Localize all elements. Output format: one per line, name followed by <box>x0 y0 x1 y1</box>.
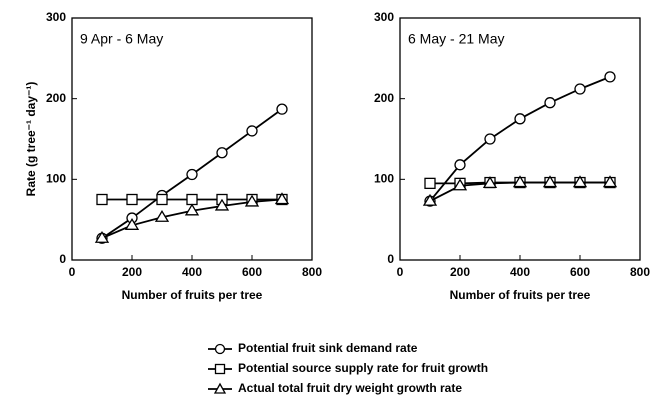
data-point <box>512 175 528 188</box>
data-point <box>454 159 466 171</box>
data-point <box>574 83 586 95</box>
x-tick-label: 800 <box>630 265 650 279</box>
legend-label: Actual total fruit dry weight growth rat… <box>238 381 462 395</box>
data-point <box>604 71 616 83</box>
data-point <box>244 194 260 207</box>
plot-frame <box>399 17 641 261</box>
x-tick-label: 800 <box>302 265 322 279</box>
data-point <box>602 175 618 188</box>
data-point <box>124 218 140 230</box>
data-point <box>572 175 588 188</box>
data-point <box>216 147 228 159</box>
x-tick-label: 200 <box>122 265 142 279</box>
x-tick-label: 0 <box>397 265 404 279</box>
data-point <box>544 97 556 109</box>
data-point <box>246 125 258 137</box>
x-axis-label: Number of fruits per tree <box>122 288 263 302</box>
y-tick-label: 300 <box>46 10 66 24</box>
data-point <box>156 193 168 206</box>
y-tick-label: 100 <box>374 172 394 186</box>
data-point <box>186 168 198 181</box>
y-tick-label: 0 <box>387 252 394 266</box>
data-point <box>514 113 526 125</box>
legend-label: Potential fruit sink demand rate <box>238 341 418 355</box>
data-point <box>94 230 110 243</box>
data-point <box>542 175 558 188</box>
data-point <box>484 133 496 145</box>
data-point <box>96 193 108 206</box>
x-tick-label: 400 <box>182 265 202 279</box>
y-tick-label: 100 <box>46 172 66 186</box>
data-point <box>126 193 138 206</box>
data-point <box>274 192 290 205</box>
y-tick-label: 300 <box>374 10 394 24</box>
panel-title: 6 May - 21 May <box>408 31 504 47</box>
data-point <box>214 198 230 211</box>
data-point <box>154 209 170 222</box>
data-point <box>186 193 198 206</box>
x-tick-label: 600 <box>570 265 590 279</box>
data-point <box>452 178 468 191</box>
data-point <box>424 177 436 190</box>
data-point <box>276 103 288 115</box>
x-tick-label: 400 <box>510 265 530 279</box>
data-point <box>422 193 438 206</box>
legend-marker <box>214 363 226 375</box>
legend-marker <box>213 382 227 394</box>
x-tick-label: 200 <box>450 265 470 279</box>
legend-label: Potential source supply rate for fruit g… <box>238 361 488 375</box>
data-point <box>482 176 498 189</box>
panel-title: 9 Apr - 6 May <box>80 31 163 47</box>
data-point <box>184 203 200 216</box>
y-axis-label: Rate (g tree⁻¹ day⁻¹) <box>24 82 38 197</box>
legend-marker <box>214 343 226 355</box>
y-tick-label: 0 <box>59 252 66 266</box>
y-tick-label: 200 <box>374 91 394 105</box>
x-tick-label: 600 <box>242 265 262 279</box>
y-tick-label: 200 <box>46 91 66 105</box>
x-axis-label: Number of fruits per tree <box>450 288 591 302</box>
plot-frame <box>71 17 313 261</box>
x-tick-label: 0 <box>69 265 76 279</box>
